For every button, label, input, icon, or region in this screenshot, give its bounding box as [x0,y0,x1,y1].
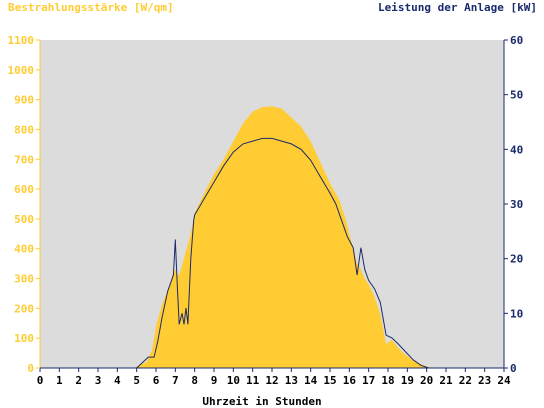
left-tick-label: 100 [14,332,34,345]
x-tick-label: 0 [37,374,44,387]
right-tick-label: 30 [510,198,523,211]
power-line [40,137,504,369]
x-axis-ticks: 0 1 2 3 4 5 6 7 8 9 10 11 12 13 14 15 16 17 18 19 20 21 22 23 24 [37,368,511,387]
x-tick-label: 10 [227,374,240,387]
left-tick-label: 800 [14,123,34,136]
x-tick-label: 24 [497,374,511,387]
x-tick-label: 21 [439,374,453,387]
x-tick-label: 11 [246,374,260,387]
x-tick-label: 5 [133,374,140,387]
right-axis-title: Leistung der Anlage [kW] [378,1,537,14]
right-tick-label: 10 [510,307,523,320]
left-tick-label: 400 [14,243,34,256]
left-tick-label: 0 [27,362,34,375]
left-tick-label: 600 [14,183,34,196]
x-axis-label: Uhrzeit in Stunden [202,395,321,408]
x-tick-label: 22 [459,374,472,387]
left-tick-label: 300 [14,273,34,286]
right-tick-label: 20 [510,253,523,266]
left-tick-label: 200 [14,302,34,315]
x-tick-label: 18 [381,374,394,387]
x-tick-label: 8 [191,374,198,387]
x-tick-label: 17 [362,374,375,387]
x-tick-label: 6 [153,374,160,387]
left-tick-label: 900 [14,94,34,107]
left-tick-label: 1100 [8,34,35,47]
x-tick-label: 16 [343,374,357,387]
x-tick-label: 23 [478,374,491,387]
left-tick-label: 1000 [8,64,35,77]
x-tick-label: 15 [323,374,336,387]
x-tick-label: 9 [211,374,218,387]
x-tick-label: 3 [95,374,102,387]
right-tick-label: 0 [510,362,517,375]
right-tick-label: 50 [510,89,523,102]
right-axis-ticks: 0 10 20 30 40 50 60 [504,34,523,375]
right-tick-label: 40 [510,143,523,156]
left-tick-label: 500 [14,213,34,226]
irradiance-area [40,106,504,368]
x-tick-label: 19 [401,374,414,387]
x-tick-label: 4 [114,374,121,387]
left-tick-label: 700 [14,153,34,166]
x-tick-label: 20 [420,374,433,387]
left-axis-ticks: 0 100 200 300 400 500 600 700 800 900 1000 1100 [8,34,40,375]
x-tick-label: 14 [304,374,318,387]
left-axis-title: Bestrahlungsstärke [W/qm] [8,1,174,14]
x-tick-label: 2 [75,374,82,387]
x-tick-label: 12 [265,374,278,387]
x-tick-label: 13 [285,374,298,387]
right-tick-label: 60 [510,34,523,47]
x-tick-label: 7 [172,374,179,387]
x-tick-label: 1 [56,374,63,387]
